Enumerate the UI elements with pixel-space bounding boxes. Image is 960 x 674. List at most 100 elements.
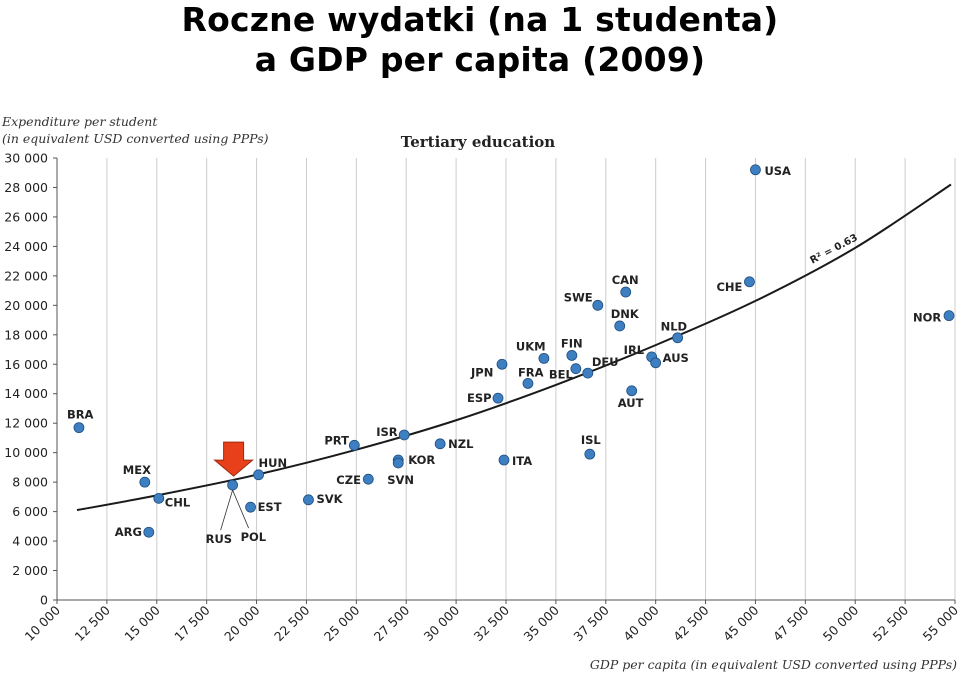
- point-label-swe: SWE: [564, 290, 593, 304]
- x-tick-label: 35 000: [520, 602, 562, 644]
- x-tick-label: 45 000: [720, 602, 762, 644]
- highlight-arrow: [213, 441, 254, 477]
- point-label-kor: KOR: [408, 453, 435, 467]
- point-arg: [143, 526, 155, 538]
- x-tick-label: 22 500: [271, 602, 313, 644]
- x-tick-label: 25 000: [321, 602, 363, 644]
- x-tick-label: 17 500: [171, 602, 213, 644]
- y-tick-label: 4 000: [12, 534, 48, 549]
- point-label-svk: SVK: [316, 492, 343, 506]
- point-usa: [750, 164, 761, 176]
- point-label-bra: BRA: [67, 408, 94, 422]
- x-tick-label: 15 000: [121, 602, 163, 644]
- chart-title: Tertiary education: [401, 133, 555, 151]
- point-isl: [584, 448, 596, 460]
- point-label-esp: ESP: [467, 391, 492, 405]
- point-label-usa: USA: [764, 164, 791, 178]
- y-tick-label: 14 000: [4, 386, 48, 401]
- point-label-aut: AUT: [618, 396, 644, 410]
- y-tick-label: 6 000: [12, 504, 48, 519]
- point-est: [245, 501, 256, 513]
- point-label-chl: CHL: [165, 495, 191, 509]
- x-tick-label: 55 000: [920, 602, 960, 644]
- axes: [53, 157, 956, 604]
- point-jpn: [496, 358, 508, 370]
- point-ita: [498, 454, 510, 466]
- point-label-mex: MEX: [123, 463, 151, 477]
- x-axis-label: GDP per capita (in equivalent USD conver…: [590, 657, 957, 672]
- y-tick-label: 2 000: [12, 563, 48, 578]
- point-label-isl: ISL: [581, 433, 602, 447]
- point-cze: [362, 473, 374, 485]
- point-label-nzl: NZL: [448, 437, 474, 451]
- point-label-ukm: UKM: [516, 339, 546, 353]
- point-ukm: [538, 352, 550, 364]
- point-svk: [303, 494, 314, 506]
- x-tick-label: 47 500: [770, 602, 812, 644]
- slide-title: Roczne wydatki (na 1 studenta) a GDP per…: [0, 0, 960, 80]
- data-points: [73, 164, 955, 538]
- point-label-prt: PRT: [324, 433, 349, 447]
- point-label-nor: NOR: [913, 311, 941, 325]
- slide-title-line-1: Roczne wydatki (na 1 studenta): [181, 0, 779, 39]
- point-label-dnk: DNK: [611, 307, 640, 321]
- point-bel: [570, 363, 582, 375]
- point-fin: [566, 350, 578, 361]
- point-isr: [398, 429, 410, 441]
- x-tick-label: 42 500: [670, 602, 712, 644]
- point-label-est: EST: [258, 500, 282, 514]
- y-tick-label: 12 000: [4, 416, 48, 431]
- y-tick-label: 26 000: [4, 209, 48, 224]
- point-svn: [392, 457, 404, 469]
- y-axis-label-line-1: Expenditure per student: [1, 114, 158, 129]
- y-tick-label: 22 000: [4, 268, 48, 283]
- point-deu: [582, 367, 594, 379]
- slide-title-line-2: a GDP per capita (2009): [254, 40, 706, 79]
- x-tick-label: 52 500: [870, 602, 912, 644]
- x-tick-label: 12 500: [71, 602, 113, 644]
- point-label-arg: ARG: [115, 525, 142, 539]
- y-tick-label: 0: [40, 593, 48, 608]
- point-hun: [253, 469, 264, 481]
- point-label-pol: POL: [241, 530, 267, 544]
- point-aus: [650, 357, 662, 369]
- point-label-svn: SVN: [387, 473, 414, 487]
- point-label-irl: IRL: [624, 343, 645, 357]
- y-axis-label-line-2: (in equivalent USD converted using PPPs): [2, 131, 269, 146]
- point-label-deu: DEU: [592, 355, 619, 369]
- point-chl: [153, 492, 165, 504]
- y-tick-label: 30 000: [4, 151, 48, 166]
- y-tick-label: 8 000: [12, 475, 48, 490]
- x-tick-label: 50 000: [820, 602, 862, 644]
- point-can: [620, 286, 632, 298]
- point-label-isr: ISR: [376, 425, 398, 439]
- y-tick-label: 10 000: [4, 445, 48, 460]
- point-nld: [672, 332, 684, 344]
- x-tick-label: 40 000: [620, 602, 662, 644]
- point-label-che: CHE: [716, 280, 742, 294]
- point-label-bel: BEL: [549, 368, 574, 382]
- x-tick-label: 30 000: [421, 602, 463, 644]
- x-tick-label: 27 500: [371, 602, 413, 644]
- point-label-nld: NLD: [661, 320, 688, 334]
- trend-curve: [76, 183, 952, 512]
- point-esp: [492, 392, 504, 404]
- point-prt: [348, 439, 360, 451]
- y-tick-label: 24 000: [4, 239, 48, 254]
- point-rus: [227, 479, 239, 491]
- point-label-ita: ITA: [512, 454, 532, 468]
- point-label-jpn: JPN: [470, 365, 493, 379]
- point-label-rus: RUS: [206, 532, 232, 546]
- y-tick-label: 20 000: [4, 298, 48, 313]
- point-label-fin: FIN: [561, 336, 583, 350]
- point-label-can: CAN: [612, 273, 639, 287]
- x-tick-label: 10 000: [22, 602, 64, 644]
- x-tick-label: 20 000: [221, 602, 263, 644]
- point-mex: [139, 476, 151, 488]
- leader-line-rus: [220, 489, 233, 531]
- point-che: [744, 276, 755, 288]
- point-labels: BRA MEX CHL ARG RUS HUN EST POL SVK PRT CZE ISR KOR S…: [67, 164, 941, 546]
- point-label-hun: HUN: [259, 456, 288, 470]
- x-tick-label: 32 500: [471, 602, 513, 644]
